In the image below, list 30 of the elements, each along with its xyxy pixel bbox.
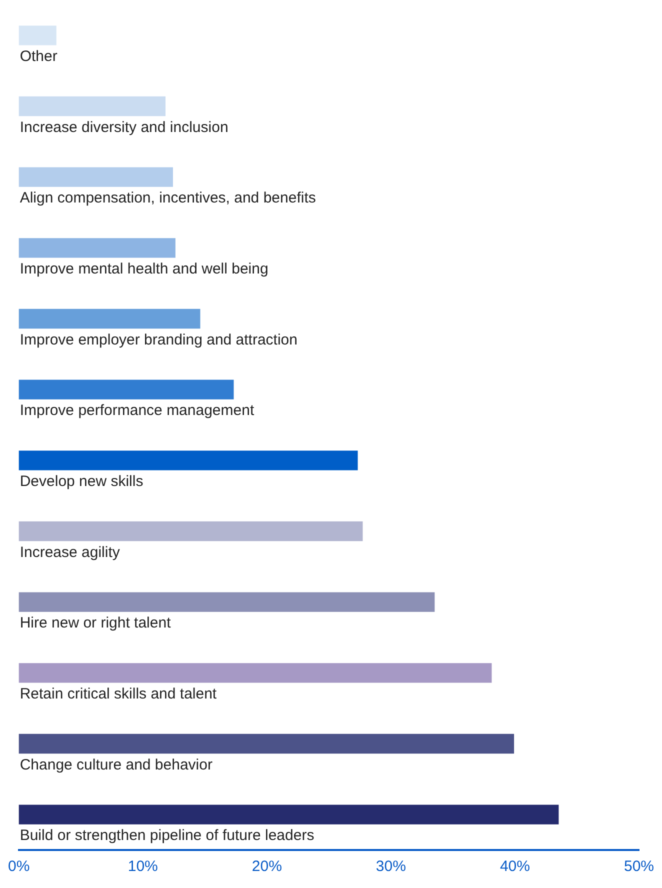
x-tick-label: 10% <box>128 858 158 876</box>
y-tick-label: Improve mental health and well being <box>20 260 268 278</box>
y-tick-label: Hire new or right talent <box>20 614 172 632</box>
x-tick-label: 20% <box>252 858 282 876</box>
x-tick-label: 30% <box>376 858 406 876</box>
y-tick-label: Increase diversity and inclusion <box>20 118 228 136</box>
bar <box>18 96 166 116</box>
y-tick-label: Increase agility <box>20 544 120 561</box>
bar <box>18 380 234 400</box>
bar <box>18 734 514 754</box>
y-tick-label: Improve performance management <box>20 402 255 420</box>
y-tick-label: Develop new skills <box>20 473 144 490</box>
bar <box>18 450 358 470</box>
x-tick-label: 50% <box>624 858 654 876</box>
bar <box>18 592 435 612</box>
y-tick-label: Retain critical skills and talent <box>20 686 218 703</box>
y-tick-label: Other <box>20 48 58 66</box>
y-tick-label: Build or strengthen pipeline of future leaders <box>20 827 314 844</box>
bar <box>18 238 176 258</box>
bar <box>18 663 492 683</box>
x-tick-label: 0% <box>8 858 30 876</box>
bar <box>18 804 559 824</box>
y-tick-label: Align compensation, incentives, and benefits <box>20 190 316 207</box>
bar <box>18 26 56 46</box>
bar <box>18 308 200 329</box>
bar <box>18 167 173 187</box>
y-tick-label: Change culture and behavior <box>20 756 212 774</box>
bar <box>18 521 363 542</box>
y-tick-label: Improve employer branding and attraction <box>20 331 298 348</box>
x-tick-label: 40% <box>500 858 530 876</box>
